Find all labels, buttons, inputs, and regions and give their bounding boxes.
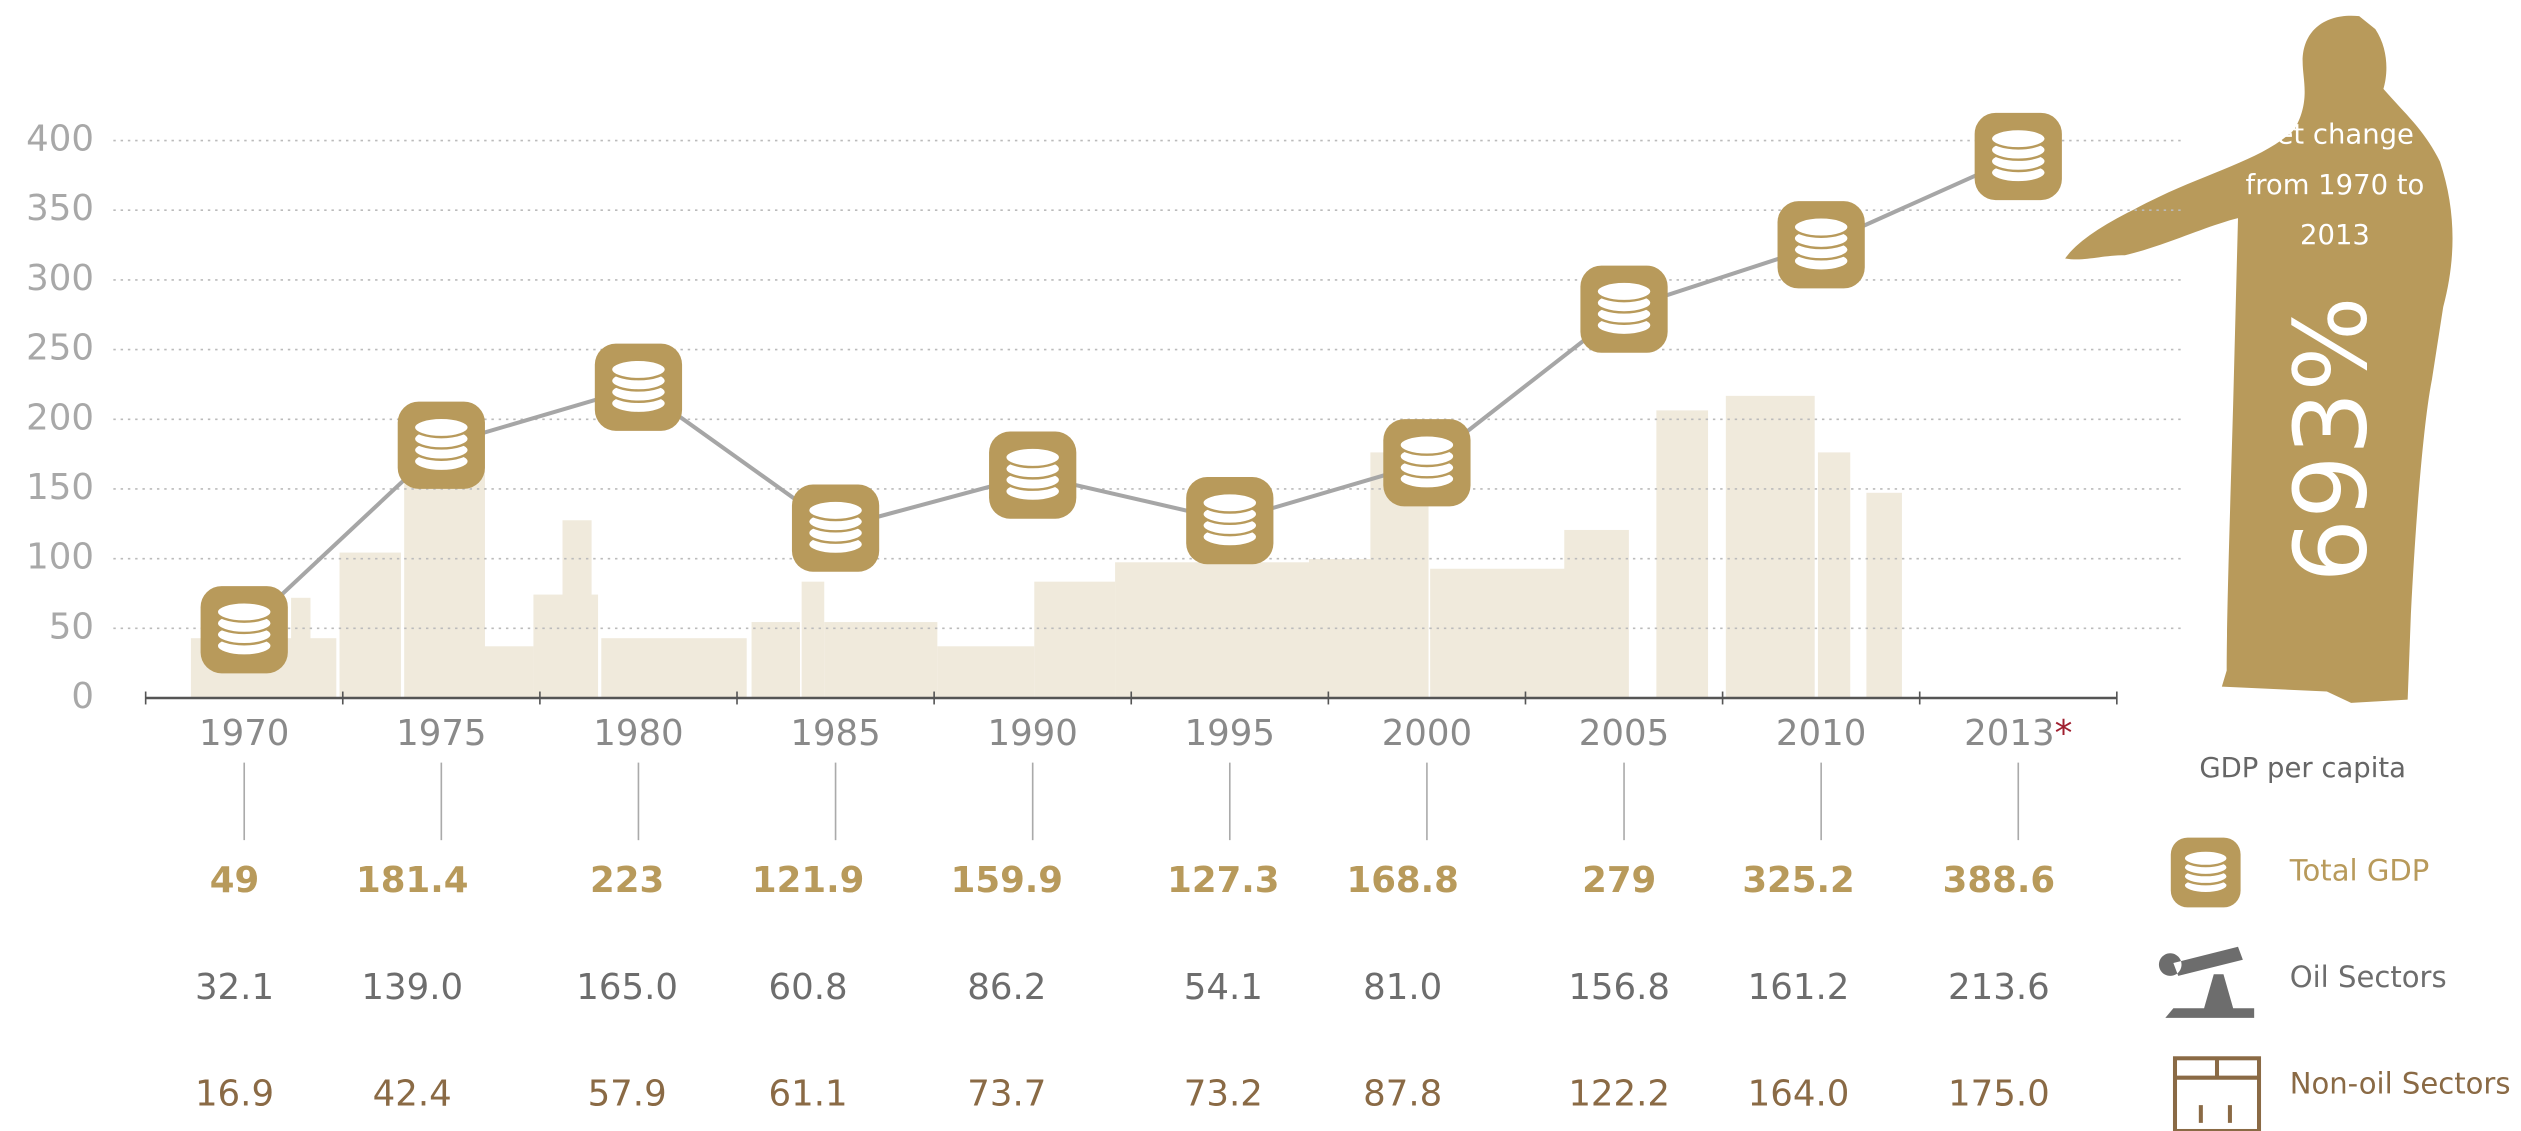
data-point — [1974, 112, 2062, 201]
legend-label: Non-oil Sectors — [2290, 1067, 2511, 1101]
value-label: 121.9 — [752, 860, 864, 901]
y-tick-label: 250 — [26, 328, 94, 369]
x-tick-label: 1980 — [593, 713, 683, 754]
value-label: 388.6 — [1943, 860, 2055, 901]
box-flap — [2174, 1058, 2260, 1123]
value-label: 223 — [590, 860, 664, 901]
coin — [412, 416, 471, 439]
x-tick-label: 2000 — [1382, 713, 1472, 754]
y-tick-label: 0 — [71, 676, 94, 717]
y-tick-label: 400 — [26, 119, 94, 160]
pump-icon — [2158, 946, 2255, 1018]
value-label: 16.9 — [195, 1073, 274, 1114]
data-point — [989, 431, 1077, 519]
value-label: 122.2 — [1568, 1073, 1670, 1114]
coin — [215, 601, 273, 623]
coin — [609, 358, 668, 381]
value-label: 181.4 — [356, 860, 468, 901]
y-tick-label: 50 — [49, 606, 94, 647]
y-tick-label: 100 — [26, 537, 94, 578]
data-point — [1186, 476, 1274, 565]
annotation-line: 2013 — [2300, 220, 2370, 251]
data-point — [1383, 419, 1471, 507]
legend-icon — [2158, 946, 2255, 1018]
x-tick-label: 1985 — [790, 713, 880, 754]
note-marker: * — [2055, 713, 2073, 754]
value-label: 42.4 — [373, 1073, 452, 1114]
coin — [2182, 849, 2229, 868]
value-label: 57.9 — [588, 1073, 667, 1114]
x-tick-text: 1985 — [790, 713, 880, 754]
value-label: 49 — [210, 860, 259, 901]
annotation-value: 693% — [2273, 296, 2390, 582]
x-tick-label: 2010 — [1776, 713, 1866, 754]
x-tick-text: 2010 — [1776, 713, 1866, 754]
man-silhouette — [2065, 15, 2453, 703]
x-tick-label: 1975 — [396, 713, 486, 754]
data-point — [594, 343, 683, 431]
value-label: 168.8 — [1346, 860, 1458, 901]
x-tick-text: 2005 — [1579, 713, 1669, 754]
data-point — [1580, 265, 1668, 353]
x-tick-text: 1980 — [593, 713, 683, 754]
x-tick-label: 2013* — [1964, 713, 2072, 754]
data-point — [200, 586, 288, 674]
coin — [1792, 216, 1850, 238]
x-tick-text: 2000 — [1382, 713, 1472, 754]
skyline — [190, 395, 1902, 698]
annotation-line: from 1970 to — [2246, 170, 2425, 201]
legend-icon — [2172, 1056, 2262, 1131]
value-label: 139.0 — [361, 967, 463, 1008]
value-label: 175.0 — [1948, 1073, 2050, 1114]
coin — [1004, 446, 1062, 469]
value-label: 165.0 — [576, 967, 678, 1008]
coin — [1398, 434, 1456, 456]
y-tick-label: 150 — [26, 467, 94, 508]
x-tick-text: 1975 — [396, 713, 486, 754]
value-label: 164.0 — [1748, 1073, 1850, 1114]
value-label: 73.2 — [1184, 1073, 1263, 1114]
value-label: 127.3 — [1167, 860, 1279, 901]
legend-title: GDP per capita — [2199, 753, 2406, 784]
coin — [1201, 491, 1259, 514]
value-label: 159.9 — [951, 860, 1063, 901]
value-label: 161.2 — [1748, 967, 1850, 1008]
data-line — [242, 154, 2020, 632]
coin — [1989, 127, 2047, 150]
value-label: 279 — [1582, 860, 1656, 901]
legend-label: Oil Sectors — [2290, 960, 2447, 994]
x-tick-text: 1990 — [987, 713, 1077, 754]
x-tick-label: 1990 — [987, 713, 1077, 754]
data-point — [397, 401, 485, 489]
x-tick-label: 1995 — [1185, 713, 1275, 754]
value-label: 60.8 — [769, 967, 848, 1008]
y-tick-label: 200 — [26, 397, 94, 438]
value-label: 325.2 — [1742, 860, 1854, 901]
value-label: 32.1 — [195, 967, 274, 1008]
legend-icon — [2170, 837, 2241, 908]
y-tick-label: 300 — [26, 258, 94, 299]
annotation-line: Net change — [2256, 120, 2414, 151]
value-label: 73.7 — [967, 1073, 1046, 1114]
coin — [1595, 280, 1653, 303]
value-label: 213.6 — [1948, 967, 2050, 1008]
value-label: 86.2 — [967, 967, 1046, 1008]
legend-label: Total GDP — [2289, 853, 2430, 887]
x-tick-label: 2005 — [1579, 713, 1669, 754]
coin — [806, 499, 865, 522]
x-tick-label: 1970 — [199, 713, 289, 754]
value-label: 61.1 — [769, 1073, 848, 1114]
x-tick-text: 2013 — [1964, 713, 2054, 754]
value-label: 87.8 — [1363, 1073, 1442, 1114]
x-tick-text: 1970 — [199, 713, 289, 754]
value-label: 54.1 — [1184, 967, 1263, 1008]
y-tick-label: 350 — [26, 188, 94, 229]
value-label: 81.0 — [1363, 967, 1442, 1008]
data-point — [791, 484, 880, 572]
data-point — [1777, 201, 1865, 289]
x-tick-text: 1995 — [1185, 713, 1275, 754]
value-label: 156.8 — [1568, 967, 1670, 1008]
